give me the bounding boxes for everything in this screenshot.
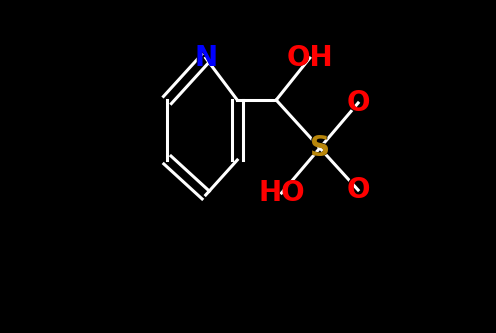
Text: S: S: [309, 134, 331, 163]
Text: N: N: [194, 44, 217, 72]
Text: S: S: [310, 134, 330, 162]
Text: O: O: [345, 175, 371, 204]
Text: O: O: [345, 89, 371, 118]
Text: HO: HO: [258, 179, 305, 207]
Text: O: O: [346, 176, 370, 204]
Text: O: O: [346, 89, 370, 117]
Text: N: N: [193, 44, 218, 73]
Text: HO: HO: [256, 178, 307, 207]
Text: OH: OH: [287, 44, 333, 72]
Text: OH: OH: [284, 44, 335, 73]
